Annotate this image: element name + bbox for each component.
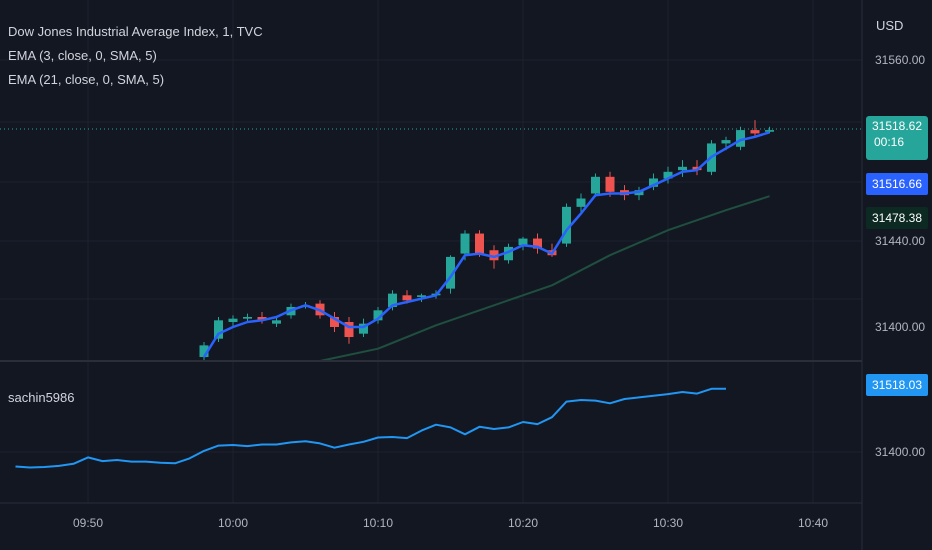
candle-body (649, 178, 658, 187)
ema3-path (202, 131, 770, 358)
candle-body (460, 233, 470, 254)
candle-body (489, 250, 499, 261)
time-tick-label: 10:00 (218, 516, 248, 530)
candle-body (736, 130, 745, 147)
currency-label: USD (876, 18, 904, 33)
candle-body (446, 256, 455, 289)
last-price-value: 31518.62 (871, 119, 923, 133)
indicator-path (15, 387, 726, 469)
symbol-legend[interactable]: Dow Jones Industrial Average Index, 1, T… (8, 24, 263, 39)
candle-body (750, 130, 760, 134)
candle-body (663, 171, 673, 179)
ema3-line (202, 131, 770, 358)
candle-body (344, 321, 354, 338)
time-tick-label: 10:20 (508, 516, 538, 530)
indicator-value-tag: 31518.03 (866, 374, 928, 396)
candle-body (533, 238, 542, 249)
ema21-line (319, 195, 770, 362)
time-tick-label: 10:30 (653, 516, 683, 530)
price-axis[interactable]: 31560.00 31440.00 31400.00 31400.00 (875, 53, 925, 459)
indicator-pane-line (15, 387, 726, 469)
candle-body (214, 320, 223, 339)
candle-body (330, 316, 339, 327)
candle-body (504, 246, 513, 261)
grid (0, 0, 862, 503)
last-price-tag: 31518.62 00:16 (866, 116, 928, 160)
candle-body (417, 295, 426, 297)
candle-body (765, 130, 774, 132)
price-tick-label: 31400.00 (875, 320, 925, 334)
price-tick-label: 31440.00 (875, 234, 925, 248)
candle-body (257, 316, 267, 321)
indicator-legend[interactable]: sachin5986 (8, 390, 75, 405)
candle-body (678, 166, 687, 171)
candle-body (562, 206, 571, 244)
candle-body (576, 198, 586, 207)
ema3-value-tag: 31516.66 (866, 173, 928, 195)
bar-countdown: 00:16 (874, 135, 905, 149)
pane2-tick-label: 31400.00 (875, 445, 925, 459)
ema3-legend[interactable]: EMA (3, close, 0, SMA, 5) (8, 48, 157, 63)
time-tick-label: 09:50 (73, 516, 103, 530)
candle-body (388, 293, 397, 307)
candle-body (359, 323, 368, 334)
candle-body (721, 140, 731, 144)
time-axis[interactable]: 09:50 10:00 10:10 10:20 10:30 10:40 (73, 516, 828, 530)
ema21-legend[interactable]: EMA (21, close, 0, SMA, 5) (8, 72, 165, 87)
time-tick-label: 10:10 (363, 516, 393, 530)
candle-body (591, 176, 600, 194)
candle-body (243, 316, 252, 319)
candle-body (373, 310, 383, 321)
candle-body (272, 320, 281, 324)
candle-body (605, 176, 615, 192)
candle-body (199, 345, 209, 358)
ema21-path (319, 195, 770, 362)
candle-body (228, 318, 238, 322)
candle-body (402, 295, 412, 301)
time-tick-label: 10:40 (798, 516, 828, 530)
candle-body (518, 238, 528, 246)
candle-body (475, 233, 484, 254)
price-tick-label: 31560.00 (875, 53, 925, 67)
ema21-value-tag: 31478.38 (866, 207, 928, 229)
candles (199, 120, 774, 361)
